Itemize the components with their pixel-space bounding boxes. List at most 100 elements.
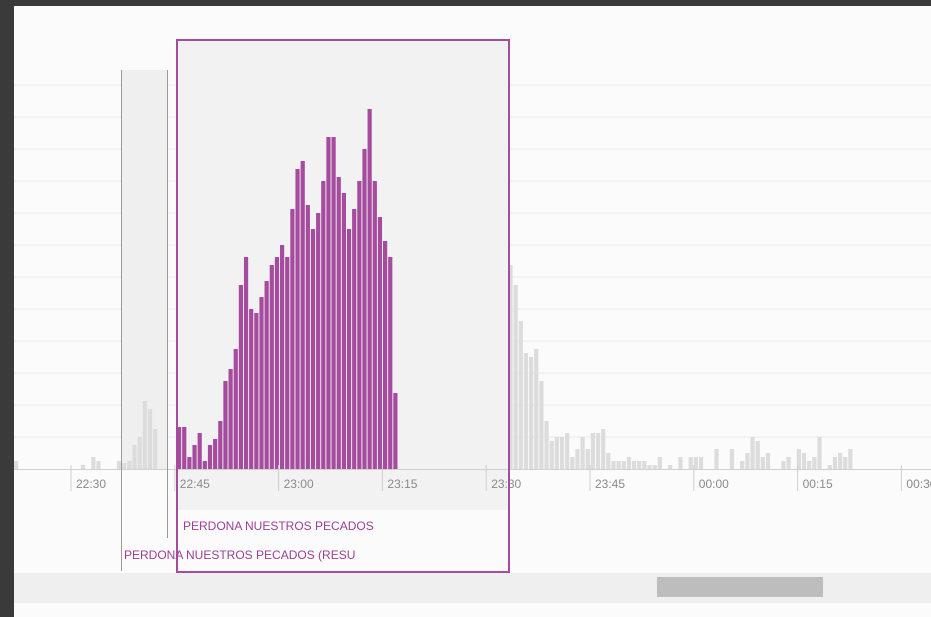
background-bar: [642, 461, 647, 469]
program-bar[interactable]: [218, 421, 223, 469]
program-bar[interactable]: [362, 149, 367, 469]
program-bar[interactable]: [207, 445, 213, 469]
program-bar[interactable]: [254, 313, 259, 469]
program-bar[interactable]: [316, 213, 321, 469]
program-bar[interactable]: [310, 229, 316, 469]
background-bar: [539, 381, 544, 469]
background-bar: [801, 453, 807, 469]
program-bar[interactable]: [336, 177, 341, 469]
program-bar[interactable]: [182, 427, 187, 469]
program-bar[interactable]: [177, 427, 182, 469]
horizontal-scrollbar-thumb[interactable]: [657, 577, 823, 597]
background-bar: [765, 453, 771, 469]
background-bar: [740, 461, 745, 469]
background-bar: [575, 449, 580, 469]
background-bar: [688, 457, 693, 469]
program-bar[interactable]: [223, 381, 228, 469]
background-bar: [657, 457, 662, 469]
program-bar[interactable]: [264, 281, 269, 469]
program-bar[interactable]: [249, 309, 254, 469]
background-bar: [96, 461, 101, 469]
program-bar[interactable]: [269, 265, 274, 469]
program-bar[interactable]: [233, 349, 238, 469]
background-bar: [647, 465, 652, 469]
program-bar[interactable]: [393, 393, 398, 469]
background-bars: [14, 265, 853, 469]
background-bar: [153, 429, 158, 469]
background-bar: [838, 453, 843, 469]
x-tick-label: 00:30: [906, 477, 931, 491]
program-bar[interactable]: [341, 193, 346, 469]
program-bar[interactable]: [213, 439, 218, 469]
background-bar: [843, 457, 848, 469]
program-bar[interactable]: [202, 461, 207, 469]
program-bar[interactable]: [192, 445, 197, 469]
background-bar: [518, 321, 523, 469]
background-bar: [729, 449, 735, 469]
background-bar: [595, 433, 601, 469]
program-bar[interactable]: [326, 137, 331, 469]
background-bar: [781, 461, 786, 469]
background-bar: [652, 465, 657, 469]
x-tick-label: 23:00: [284, 477, 314, 491]
background-bar: [637, 461, 642, 469]
background-bar: [760, 457, 765, 469]
background-bar: [91, 457, 96, 469]
background-bar: [812, 457, 817, 469]
background-bar: [142, 401, 147, 469]
background-bar: [590, 433, 595, 469]
x-tick-label: 23:30: [491, 477, 521, 491]
background-bar: [580, 437, 585, 469]
background-bar: [693, 457, 698, 469]
program-bar[interactable]: [274, 257, 280, 469]
background-bar: [755, 441, 760, 469]
x-axis: 22:30 22:45 23:00 23:15 23:30 23:45 00:00 00:15…: [70, 465, 931, 491]
background-bar: [80, 465, 86, 469]
program-bar[interactable]: [352, 209, 357, 469]
program-bar[interactable]: [372, 181, 377, 469]
program-bar[interactable]: [357, 181, 362, 469]
program-bar[interactable]: [367, 109, 372, 469]
background-bar: [549, 441, 554, 469]
program-bar[interactable]: [346, 229, 352, 469]
program-bar[interactable]: [295, 169, 300, 469]
program-bar[interactable]: [280, 245, 285, 469]
background-bar: [570, 457, 575, 469]
background-bar: [611, 461, 616, 469]
x-tick-label: 00:15: [803, 477, 833, 491]
program-bar[interactable]: [285, 257, 290, 469]
background-bar: [132, 445, 137, 469]
program-bar[interactable]: [388, 257, 393, 469]
background-bar: [137, 437, 142, 469]
program-bar[interactable]: [383, 241, 388, 469]
program-bar[interactable]: [300, 161, 305, 469]
program-bar[interactable]: [377, 217, 383, 469]
program-bars: [177, 109, 398, 469]
program-bar[interactable]: [259, 297, 264, 469]
program-bar[interactable]: [331, 137, 336, 469]
program-bar[interactable]: [321, 181, 326, 469]
program-selection-box[interactable]: [176, 39, 510, 573]
background-bar: [668, 465, 673, 469]
program-bar[interactable]: [305, 205, 310, 469]
background-bar: [606, 453, 611, 469]
background-bar: [714, 449, 719, 469]
program-bar[interactable]: [197, 433, 202, 469]
x-tick-label: 23:15: [387, 477, 417, 491]
background-bar: [554, 437, 559, 469]
background-bar: [117, 461, 122, 469]
background-bar: [534, 349, 539, 469]
background-bar: [14, 461, 19, 469]
background-bar: [616, 461, 621, 469]
program-bar[interactable]: [228, 369, 233, 469]
program-bar[interactable]: [238, 285, 243, 469]
background-bar: [807, 461, 812, 469]
program-bar[interactable]: [187, 457, 192, 469]
background-bar: [621, 461, 626, 469]
program-label-main: PERDONA NUESTROS PECADOS: [183, 519, 374, 533]
background-bar: [832, 457, 838, 469]
background-bar: [786, 457, 791, 469]
program-bar[interactable]: [243, 257, 249, 469]
program-bar[interactable]: [290, 209, 295, 469]
